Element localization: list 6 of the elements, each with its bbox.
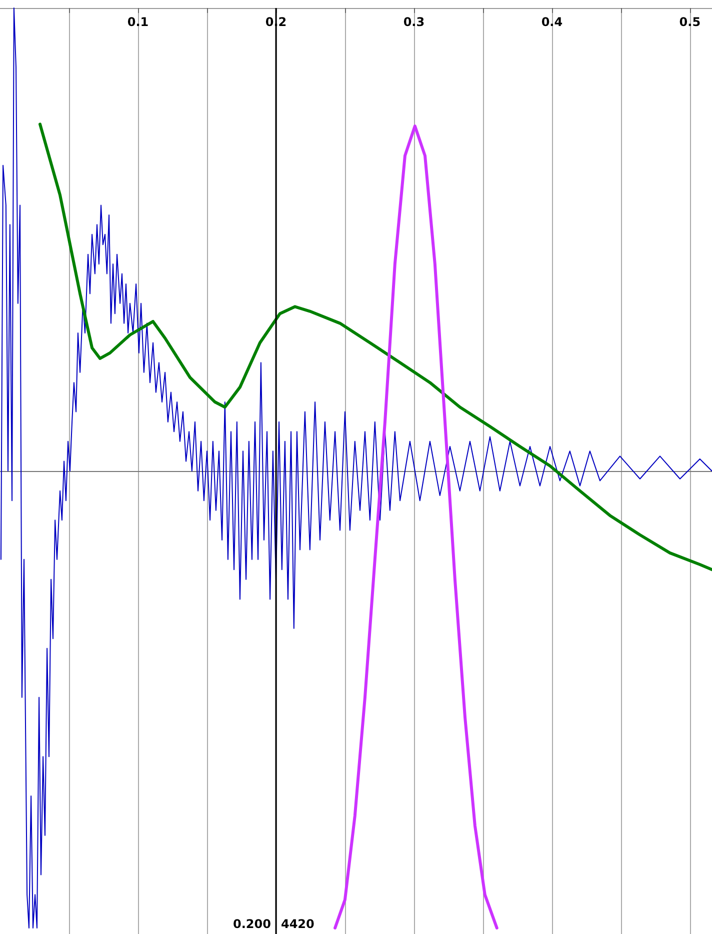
x-tick-label: 0.3 <box>403 15 425 29</box>
x-tick-label: 0.5 <box>679 15 701 29</box>
x-tick-label: 0.4 <box>541 15 563 29</box>
annotation: 4420 <box>280 917 314 931</box>
x-tick-label: 0.1 <box>127 15 149 29</box>
ref-line-label: 0.200 <box>233 917 271 931</box>
